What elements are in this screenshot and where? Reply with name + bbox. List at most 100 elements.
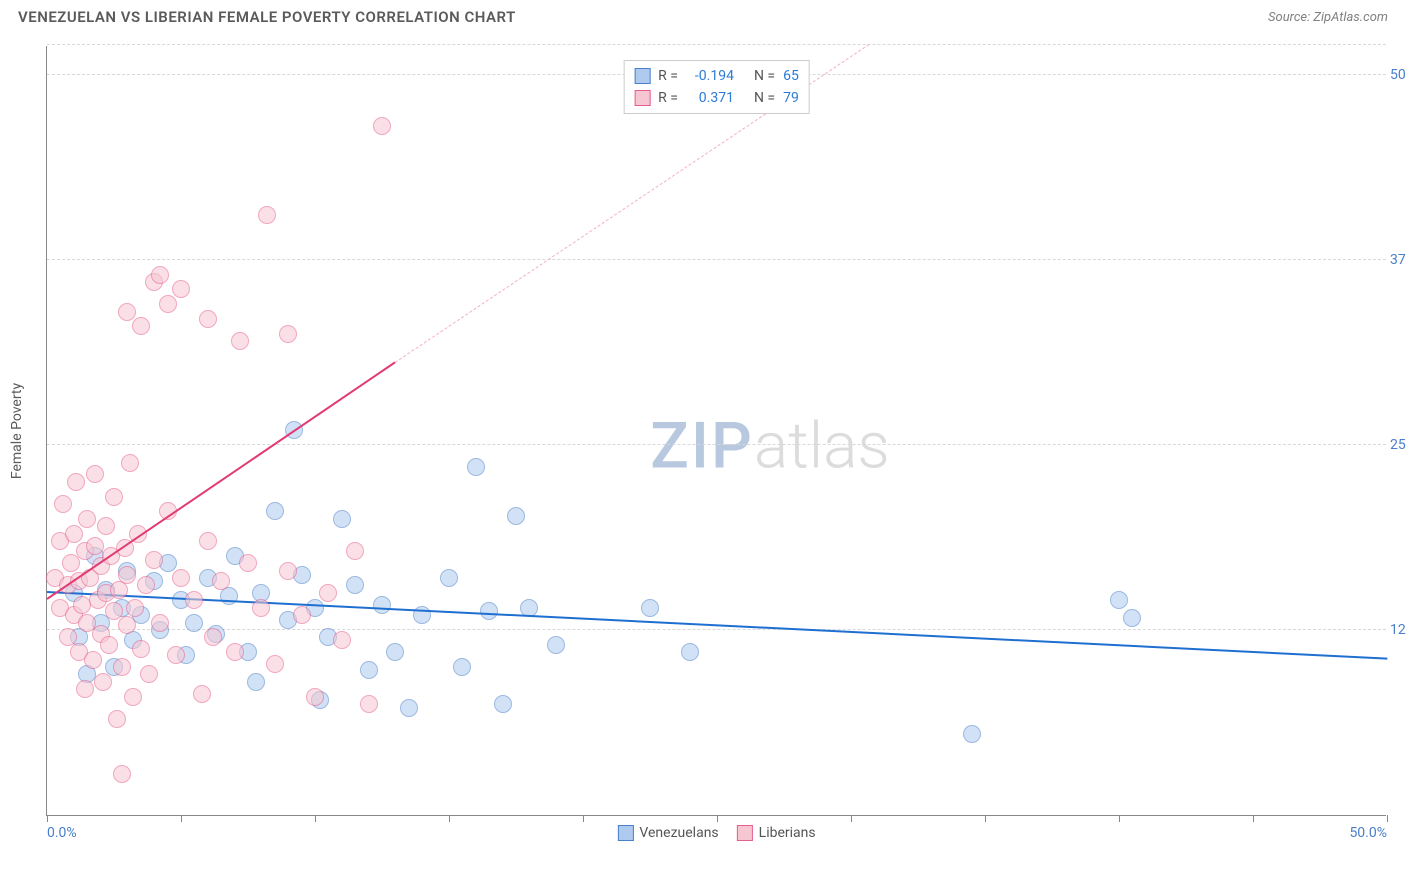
scatter-point — [145, 551, 163, 569]
scatter-point — [386, 643, 404, 661]
chart-title: VENEZUELAN VS LIBERIAN FEMALE POVERTY CO… — [18, 8, 516, 26]
scatter-point — [65, 525, 83, 543]
legend-label: Venezuelans — [639, 825, 718, 841]
scatter-point — [151, 266, 169, 284]
scatter-point — [118, 566, 136, 584]
gridline — [47, 44, 1386, 45]
scatter-point — [507, 507, 525, 525]
scatter-point — [247, 673, 265, 691]
stat-row: R =0.371N = 79 — [634, 87, 799, 109]
x-tick — [47, 815, 48, 822]
scatter-point — [258, 206, 276, 224]
scatter-point — [547, 636, 565, 654]
scatter-point — [100, 636, 118, 654]
scatter-point — [333, 631, 351, 649]
stat-row: R =-0.194N = 65 — [634, 65, 799, 87]
scatter-point — [1110, 591, 1128, 609]
stat-r-label: R = — [658, 65, 678, 87]
scatter-point — [494, 695, 512, 713]
stat-n-value: 79 — [783, 87, 799, 109]
watermark: ZIPatlas — [650, 408, 890, 483]
scatter-point — [172, 569, 190, 587]
legend-swatch — [634, 90, 650, 106]
scatter-point — [124, 688, 142, 706]
x-tick — [851, 815, 852, 822]
stat-r-value: -0.194 — [686, 65, 734, 87]
scatter-point — [105, 488, 123, 506]
watermark-atlas: atlas — [754, 408, 890, 483]
scatter-point — [113, 765, 131, 783]
scatter-point — [306, 688, 324, 706]
scatter-point — [681, 643, 699, 661]
x-tick-label: 0.0% — [47, 825, 77, 841]
scatter-point — [78, 510, 96, 528]
scatter-point — [333, 510, 351, 528]
scatter-point — [453, 658, 471, 676]
scatter-point — [140, 665, 158, 683]
scatter-point — [185, 614, 203, 632]
x-tick — [985, 815, 986, 822]
scatter-point — [641, 599, 659, 617]
scatter-point — [373, 117, 391, 135]
y-axis-label: Female Poverty — [9, 382, 25, 478]
x-tick — [583, 815, 584, 822]
legend-label: Liberians — [759, 825, 816, 841]
scatter-point — [199, 310, 217, 328]
scatter-point — [118, 303, 136, 321]
scatter-point — [86, 465, 104, 483]
x-tick — [315, 815, 316, 822]
scatter-point — [167, 646, 185, 664]
scatter-point — [440, 569, 458, 587]
scatter-point — [94, 673, 112, 691]
y-tick-label: 50.0% — [1390, 67, 1406, 83]
gridline — [47, 259, 1386, 260]
legend-item: Liberians — [737, 825, 816, 841]
scatter-point — [67, 473, 85, 491]
series-legend: Venezuelans Liberians — [617, 825, 815, 841]
scatter-point — [108, 710, 126, 728]
gridline — [47, 444, 1386, 445]
stat-n-label: N = — [754, 65, 775, 87]
scatter-point — [252, 599, 270, 617]
x-tick — [717, 815, 718, 822]
scatter-point — [319, 584, 337, 602]
x-tick — [181, 815, 182, 822]
scatter-point — [226, 643, 244, 661]
scatter-point — [360, 661, 378, 679]
plot-area: Female Poverty ZIPatlas 12.5%25.0%37.5%5… — [46, 46, 1386, 816]
legend-swatch — [634, 68, 650, 84]
scatter-point — [400, 699, 418, 717]
scatter-point — [97, 517, 115, 535]
scatter-point — [199, 532, 217, 550]
scatter-point — [118, 616, 136, 634]
scatter-point — [231, 332, 249, 350]
scatter-point — [279, 325, 297, 343]
x-tick — [449, 815, 450, 822]
scatter-point — [132, 317, 150, 335]
scatter-point — [151, 614, 169, 632]
scatter-point — [346, 576, 364, 594]
x-tick-label: 50.0% — [1349, 825, 1387, 841]
scatter-point — [185, 591, 203, 609]
gridline — [47, 629, 1386, 630]
scatter-point — [193, 685, 211, 703]
scatter-point — [172, 280, 190, 298]
scatter-point — [467, 458, 485, 476]
scatter-point — [132, 640, 150, 658]
x-tick — [1253, 815, 1254, 822]
x-tick — [1387, 815, 1388, 822]
scatter-point — [360, 695, 378, 713]
stat-r-label: R = — [658, 87, 678, 109]
scatter-point — [84, 651, 102, 669]
legend-item: Venezuelans — [617, 825, 718, 841]
scatter-point — [279, 562, 297, 580]
scatter-point — [1123, 609, 1141, 627]
scatter-point — [480, 602, 498, 620]
chart-source: Source: ZipAtlas.com — [1268, 10, 1388, 25]
scatter-point — [76, 680, 94, 698]
stat-r-value: 0.371 — [686, 87, 734, 109]
scatter-point — [204, 628, 222, 646]
x-tick — [1119, 815, 1120, 822]
scatter-point — [126, 599, 144, 617]
legend-swatch — [617, 825, 633, 841]
